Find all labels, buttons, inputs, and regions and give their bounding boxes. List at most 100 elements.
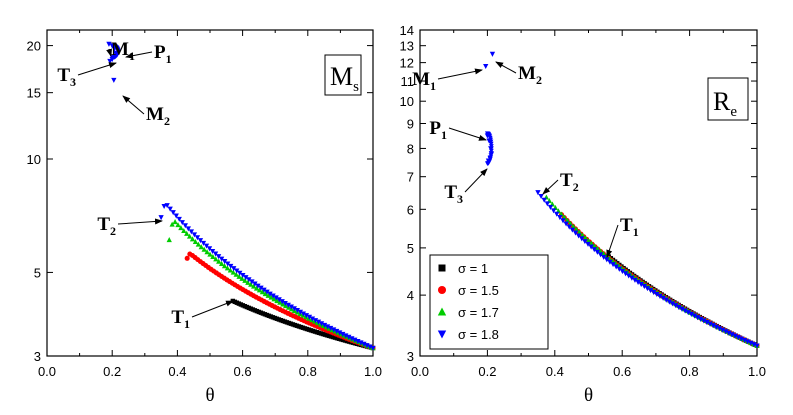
y-tick-label: 20 <box>27 39 41 54</box>
data-point <box>364 343 370 349</box>
data-point <box>309 316 316 322</box>
series-3 <box>158 203 376 351</box>
data-point <box>735 335 741 341</box>
annotation-arrow <box>117 218 163 225</box>
annotation-arrow <box>106 48 112 57</box>
data-point <box>635 279 641 285</box>
annotation-sub: 2 <box>573 180 579 194</box>
data-point <box>274 298 280 304</box>
data-point <box>303 313 310 319</box>
data-point <box>161 203 167 210</box>
data-point <box>216 258 222 264</box>
data-point <box>585 237 592 244</box>
data-point <box>535 190 541 196</box>
x-tick-label: 1.0 <box>364 364 382 379</box>
y-tick-label: 15 <box>27 86 41 101</box>
data-point <box>167 206 173 212</box>
data-point <box>719 327 726 333</box>
data-point <box>622 271 629 277</box>
y-tick-label: 14 <box>400 23 414 38</box>
data-point <box>209 248 216 254</box>
data-point <box>237 270 243 276</box>
annotation-t3: T3 <box>444 182 463 206</box>
data-point <box>694 315 701 321</box>
annotation-m2: M2 <box>146 104 170 128</box>
annotation-t1: T1 <box>620 215 639 239</box>
data-point <box>679 306 685 312</box>
data-point <box>176 216 182 222</box>
data-point <box>219 256 225 262</box>
data-point <box>726 330 732 336</box>
y-tick-label: 7 <box>407 170 414 185</box>
data-point <box>334 328 340 334</box>
data-point <box>327 325 334 331</box>
data-point <box>572 230 579 236</box>
data-point <box>186 233 193 239</box>
data-point <box>259 289 266 295</box>
data-point <box>268 294 274 300</box>
annotation-sub: 1 <box>633 225 639 239</box>
data-point <box>210 253 216 260</box>
data-point <box>685 310 691 316</box>
data-point <box>569 227 576 233</box>
data-point <box>261 287 267 293</box>
annotation-sub: 3 <box>457 192 463 206</box>
data-point <box>607 259 613 265</box>
upper-branch <box>483 51 496 167</box>
data-point <box>169 221 175 227</box>
data-point <box>346 334 352 340</box>
legend-marker <box>438 264 446 272</box>
y-tick-label: 9 <box>407 117 414 132</box>
annotation-t2: T2 <box>560 170 579 194</box>
data-point <box>184 255 190 261</box>
data-point <box>710 323 716 329</box>
data-point <box>641 284 647 290</box>
data-point <box>579 236 585 242</box>
data-point <box>189 236 196 242</box>
quantity-label-box <box>707 77 749 121</box>
data-point <box>588 244 594 250</box>
annotation-m2: M2 <box>518 63 542 87</box>
data-point <box>236 273 242 279</box>
data-point <box>283 303 289 309</box>
data-point <box>255 283 261 289</box>
y-tick-label: 13 <box>400 39 414 54</box>
annotation-arrow <box>122 95 145 115</box>
data-point <box>651 290 657 296</box>
data-point <box>691 313 698 319</box>
x-tick-label: 0.4 <box>546 364 564 379</box>
data-point <box>704 319 710 326</box>
data-point <box>594 249 601 255</box>
y-tick-label: 6 <box>407 202 414 217</box>
branch-point <box>485 161 490 167</box>
upper-branch <box>106 41 121 83</box>
data-point <box>331 327 337 333</box>
panel-ms: 0.0 0.2 0.4 0.6 0.8 1.0 3 5 10 15 20 θ Ms M1 P1 T3 M2 T2 T… <box>27 29 382 406</box>
data-point <box>225 261 231 267</box>
x-tick-label: 0.6 <box>613 364 631 379</box>
annotation-arrow <box>448 127 487 141</box>
quantity-label-sub: s <box>353 79 359 95</box>
data-point <box>242 277 248 283</box>
data-point <box>597 248 604 254</box>
data-point <box>604 257 610 263</box>
data-point <box>610 262 616 268</box>
data-point <box>279 299 285 305</box>
data-point <box>588 240 595 246</box>
data-point <box>632 277 638 283</box>
data-point <box>192 238 199 245</box>
data-point <box>312 318 319 324</box>
data-point <box>206 246 213 252</box>
annotation-arrow <box>77 62 117 76</box>
data-point <box>276 297 282 303</box>
quantity-label-box <box>324 54 362 96</box>
data-point <box>744 339 751 345</box>
data-point <box>248 281 254 287</box>
annotation-arrow <box>437 68 483 80</box>
data-point <box>182 223 188 229</box>
annotation-sub: 1 <box>166 52 172 66</box>
data-point <box>251 283 257 289</box>
data-point <box>566 224 572 230</box>
data-point <box>575 233 582 239</box>
